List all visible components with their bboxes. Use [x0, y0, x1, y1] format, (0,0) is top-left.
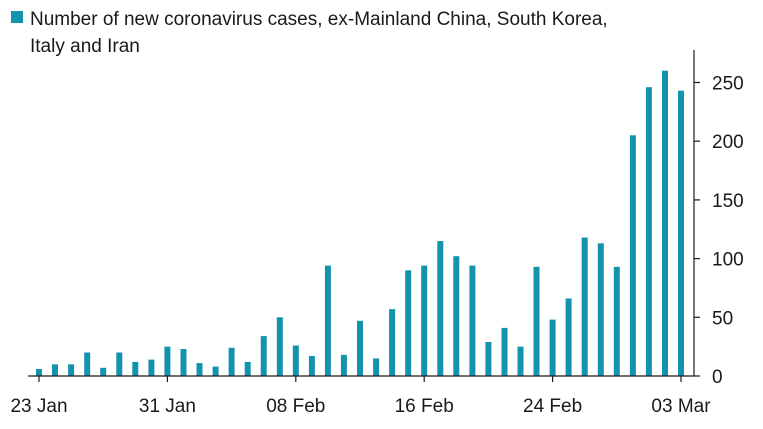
bar: [517, 346, 524, 376]
x-tick-label: 24 Feb: [523, 396, 582, 417]
bar: [180, 349, 187, 376]
bar: [132, 361, 139, 376]
bar: [405, 270, 412, 376]
bar: [565, 298, 572, 376]
bar: [276, 317, 283, 376]
x-tick-label: 31 Jan: [139, 396, 196, 417]
y-tick-label: 100: [712, 250, 744, 271]
bar: [501, 327, 508, 376]
bars-group: [36, 70, 684, 376]
x-tick-label: 03 Mar: [651, 396, 711, 417]
y-tick-label: 0: [712, 367, 723, 388]
y-tick-label: 200: [712, 132, 744, 153]
bar: [244, 361, 251, 376]
bar: [678, 90, 684, 376]
bar: [437, 241, 444, 376]
bar: [549, 319, 556, 376]
bar: [324, 265, 331, 376]
bar: [68, 364, 75, 376]
y-tick-label: 250: [712, 73, 744, 94]
legend-swatch: [11, 11, 23, 23]
bar: [228, 347, 235, 376]
bar: [116, 352, 123, 376]
bar: [485, 342, 492, 376]
bar: [662, 70, 668, 376]
bar: [292, 345, 299, 376]
bar: [260, 336, 267, 376]
bar: [164, 346, 171, 376]
bar: [581, 237, 588, 376]
bar: [597, 243, 604, 376]
bar: [52, 364, 58, 376]
bar: [421, 265, 428, 376]
bar: [645, 87, 652, 376]
x-tick-label: 16 Feb: [395, 396, 454, 417]
y-tick-label: 50: [712, 308, 733, 329]
bar: [36, 369, 42, 376]
x-axis-ticks: 23 Jan 31 Jan 08 Feb 16 Feb 24 Feb 03 Mar: [10, 376, 711, 417]
bar: [340, 354, 347, 376]
bar: [196, 363, 203, 376]
y-axis-ticks: 0 50 100 150 200 250: [694, 73, 744, 388]
bar: [100, 367, 107, 376]
y-tick-label: 150: [712, 191, 744, 212]
x-tick-label: 23 Jan: [10, 396, 67, 417]
bar: [533, 266, 540, 376]
bar: [629, 135, 636, 376]
bar: [469, 265, 476, 376]
bar: [389, 309, 396, 376]
bar: [84, 352, 91, 376]
bar: [148, 359, 155, 376]
legend-label: Number of new coronavirus cases, ex-Main…: [30, 9, 608, 57]
bar: [613, 266, 620, 376]
x-tick-label: 08 Feb: [266, 396, 325, 417]
bar: [373, 358, 380, 376]
bar: [453, 256, 460, 376]
bar: [357, 320, 363, 376]
bar: [212, 366, 219, 376]
bar: [308, 356, 315, 376]
